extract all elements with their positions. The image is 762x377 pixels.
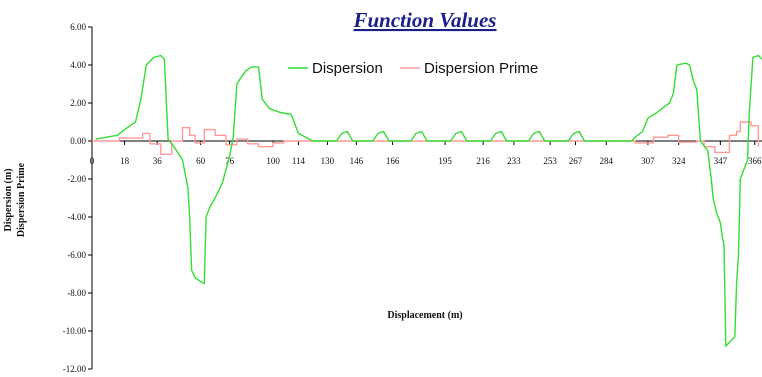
x-tick-label: 267	[569, 156, 583, 166]
chart-title: Function Values	[353, 8, 497, 32]
x-tick-label: 130	[321, 156, 335, 166]
x-tick-label: 284	[600, 156, 614, 166]
x-tick-label: 307	[641, 156, 655, 166]
legend: Dispersion Dispersion Prime	[288, 60, 538, 77]
x-tick-label: 347	[714, 156, 728, 166]
x-tick-label: 0	[90, 156, 95, 166]
x-tick-label: 324	[672, 156, 686, 166]
y-tick-label: 6.00	[70, 22, 86, 32]
y-tick-label: 4.00	[70, 60, 86, 70]
y-tick-label: -6.00	[67, 250, 86, 260]
y-axis-label-1: Dispersion (m)	[3, 168, 14, 231]
x-tick-label: 233	[507, 156, 521, 166]
series-line-dispersion	[95, 54, 762, 347]
x-tick-label: 36	[153, 156, 163, 166]
y-tick-label: -4.00	[67, 212, 86, 222]
y-tick-label: 0.00	[70, 136, 86, 146]
y-tick-label: -10.00	[63, 326, 87, 336]
x-tick-label: 60	[196, 156, 206, 166]
x-tick-label: 253	[543, 156, 557, 166]
x-tick-label: 195	[438, 156, 452, 166]
plot-area	[92, 54, 762, 347]
x-tick-label: 76	[225, 156, 235, 166]
y-tick-label: -8.00	[67, 288, 86, 298]
y-axis-label-2: Dispersion Prime	[16, 162, 27, 237]
y-tick-label: -2.00	[67, 174, 86, 184]
x-tick-label: 166	[386, 156, 400, 166]
x-tick-label: 18	[120, 156, 130, 166]
legend-label-dispersion-prime: Dispersion Prime	[424, 60, 538, 77]
x-tick-label: 100	[266, 156, 280, 166]
legend-label-dispersion: Dispersion	[312, 60, 383, 77]
x-tick-label: 216	[476, 156, 490, 166]
y-tick-label: 2.00	[70, 98, 86, 108]
series-line-dispersion-prime	[92, 121, 760, 155]
y-axis-label-group: Dispersion (m) Dispersion Prime	[3, 162, 27, 237]
axes: 6.00 4.00 2.00 0.00 -2.00 -4.00 -6.00 -8.00 -10.…	[63, 22, 762, 374]
x-tick-label: 146	[350, 156, 364, 166]
y-tick-label: -12.00	[63, 364, 87, 374]
x-axis-label: Displacement (m)	[387, 310, 462, 321]
x-tick-label: 114	[292, 156, 306, 166]
x-tick-label: 366	[748, 156, 762, 166]
